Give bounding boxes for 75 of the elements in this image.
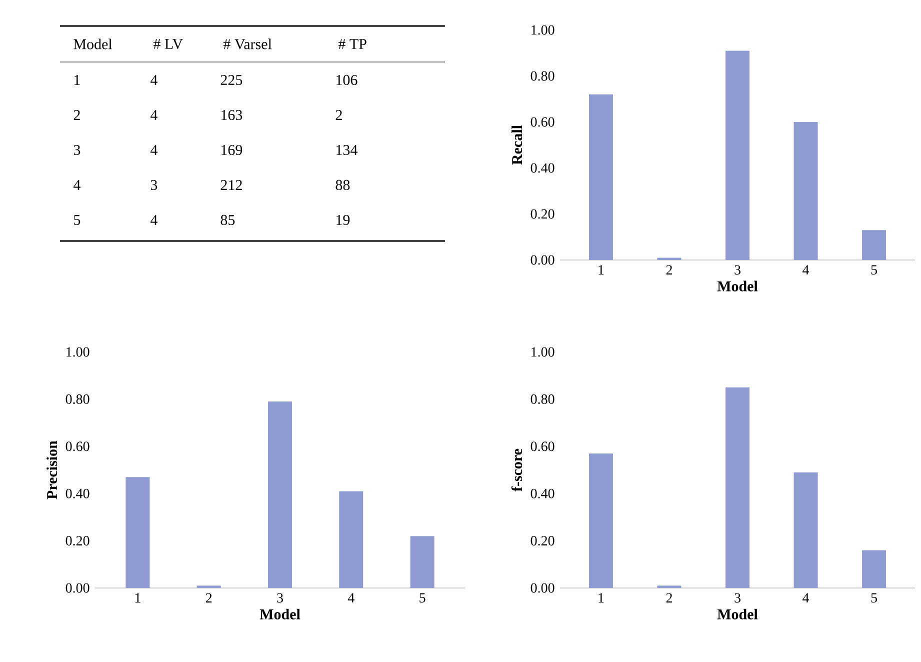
y-tick-label: 0.00 — [530, 583, 554, 593]
x-tick-label: 4 — [802, 265, 810, 274]
bar — [126, 477, 150, 588]
y-tick-label: 3 — [74, 144, 80, 156]
y-tick-label: 0.00 — [66, 583, 90, 593]
bar — [794, 472, 818, 588]
y-tick-label: 0.40 — [66, 488, 90, 498]
bar — [588, 453, 613, 588]
data-label: 85 — [220, 214, 235, 226]
data-label: 106 — [336, 74, 358, 86]
data-label: 2 — [336, 110, 342, 120]
x-tick-label: 4 — [348, 593, 354, 602]
y-tick-label: 0.60 — [530, 442, 554, 452]
y-axis-title: Model — [74, 38, 112, 50]
data-label: 3 — [150, 180, 158, 190]
x-tick-label: 2 — [206, 593, 212, 602]
data-label: 4 — [150, 75, 158, 85]
x-tick-label: 1 — [598, 265, 604, 274]
x-tick-label: 3 — [277, 593, 283, 603]
x-axis-title: Model — [717, 608, 758, 620]
y-tick-label: 1.00 — [532, 347, 554, 357]
bar — [726, 387, 750, 588]
x-tick-label: 3 — [734, 593, 740, 603]
data-label: 4 — [150, 215, 158, 225]
x-tick-label: # LV — [153, 38, 183, 50]
y-tick-label: 1.00 — [66, 347, 90, 357]
y-tick-label: 4 — [74, 180, 80, 190]
y-tick-label: 2 — [74, 110, 80, 120]
data-label: 88 — [336, 180, 350, 190]
y-tick-label: 0.60 — [530, 117, 554, 127]
y-axis-title: f-score — [511, 448, 522, 492]
y-tick-label: 0.40 — [530, 163, 554, 173]
x-axis-title: Model — [260, 608, 300, 620]
bar — [726, 50, 750, 260]
data-label: 19 — [336, 214, 350, 226]
data-label: 134 — [336, 144, 358, 156]
bar — [862, 230, 886, 260]
x-tick-label: 3 — [734, 265, 740, 275]
x-tick-label: 1 — [598, 593, 604, 602]
y-tick-label: 1.00 — [532, 25, 554, 35]
y-tick-label: 0.80 — [530, 71, 554, 81]
y-tick-label: 1 — [74, 75, 80, 85]
data-label: 163 — [222, 110, 242, 120]
x-tick-label: 2 — [666, 593, 672, 602]
bar — [410, 536, 434, 588]
x-tick-label: 4 — [802, 593, 810, 602]
y-tick-label: 5 — [74, 215, 80, 225]
y-tick-label: 0.20 — [66, 536, 90, 546]
x-tick-label: # Varsel — [223, 38, 272, 50]
x-tick-label: 1 — [135, 593, 140, 602]
y-tick-label: 0.80 — [530, 394, 554, 404]
x-tick-label: 2 — [666, 265, 672, 274]
y-tick-label: 0.00 — [530, 255, 554, 265]
x-tick-label: 5 — [871, 265, 877, 275]
y-tick-label: 0.20 — [530, 209, 554, 219]
y-tick-label: 0.60 — [66, 442, 90, 452]
bar — [588, 94, 613, 260]
x-tick-label: 5 — [420, 593, 426, 603]
y-tick-label: 0.80 — [66, 394, 90, 404]
y-axis-title: Recall — [512, 125, 522, 165]
data-label: 212 — [220, 180, 242, 190]
data-label: 169 — [222, 144, 242, 156]
x-tick-label: # TP — [338, 39, 366, 49]
y-tick-label: 0.20 — [530, 536, 554, 546]
y-tick-label: 0.40 — [530, 488, 554, 498]
y-axis-title: Precision — [46, 440, 58, 500]
data-label: 4 — [150, 110, 158, 120]
x-tick-label: 5 — [871, 593, 878, 603]
data-label: 225 — [220, 74, 242, 86]
bar — [268, 402, 292, 588]
bar — [862, 550, 886, 588]
bar — [339, 491, 364, 588]
bar — [794, 122, 818, 260]
data-label: 4 — [150, 145, 158, 155]
x-axis-title: Model — [717, 280, 758, 292]
